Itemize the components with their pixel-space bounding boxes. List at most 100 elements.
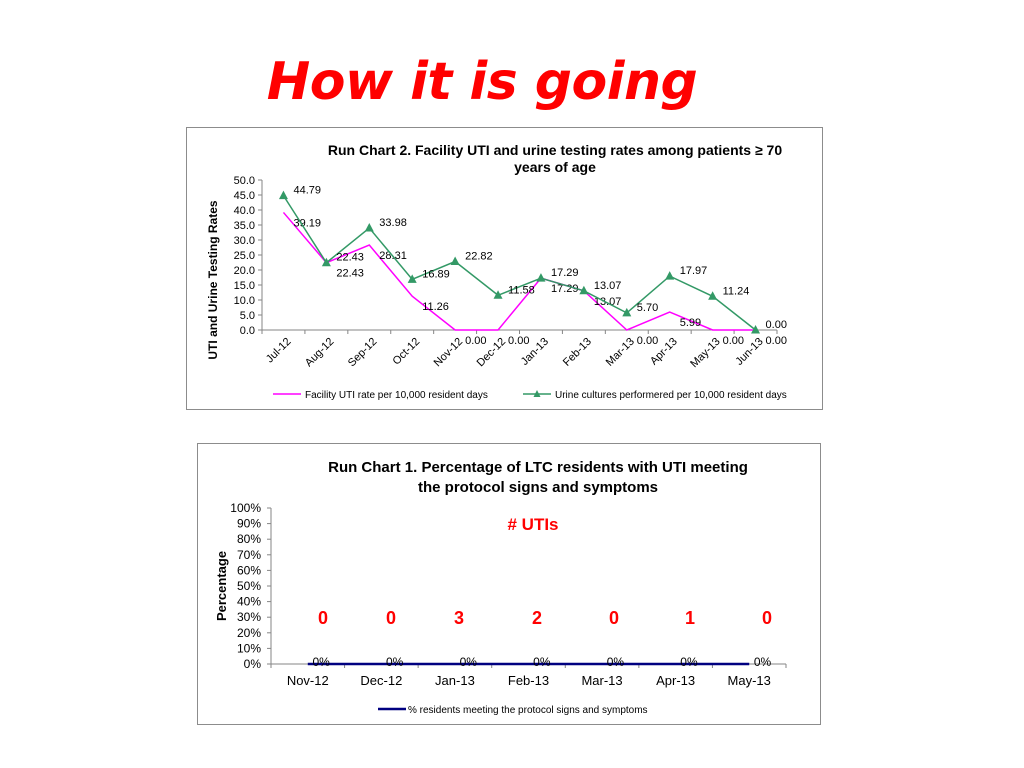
data-label: 0% — [386, 655, 404, 669]
y-tick-label: 10% — [237, 641, 261, 655]
data-label: 5.70 — [637, 302, 658, 314]
y-tick-label: 45.0 — [234, 190, 255, 202]
uti-count: 0 — [609, 608, 619, 628]
data-point-marker — [493, 290, 503, 299]
y-tick-label: 50% — [237, 579, 261, 593]
data-point-marker — [751, 325, 761, 334]
chart-title-line: the protocol signs and symptoms — [418, 479, 658, 496]
chart-title-line: Run Chart 1. Percentage of LTC residents… — [328, 459, 748, 476]
y-tick-label: 70% — [237, 548, 261, 562]
data-label: 44.79 — [293, 185, 321, 197]
y-tick-label: 50.0 — [234, 175, 255, 187]
run-chart-2-frame: Run Chart 2. Facility UTI and urine test… — [186, 127, 823, 410]
data-label: 5.99 — [680, 317, 701, 329]
data-label: 0% — [533, 655, 551, 669]
legend-label: Urine cultures performered per 10,000 re… — [555, 390, 787, 401]
data-label: 0.00 — [766, 335, 787, 347]
legend-label: % residents meeting the protocol signs a… — [408, 705, 648, 716]
y-tick-label: 20.0 — [234, 265, 255, 277]
y-tick-label: 60% — [237, 563, 261, 577]
data-point-marker — [579, 285, 589, 295]
data-label: 11.58 — [508, 284, 535, 296]
run-chart-1-frame: Run Chart 1. Percentage of LTC residents… — [197, 443, 821, 725]
y-tick-label: 40.0 — [234, 205, 255, 217]
data-point-marker — [450, 256, 460, 266]
y-tick-label: 20% — [237, 626, 261, 640]
x-tick-label: Dec-12 — [360, 673, 402, 688]
uti-count: 0 — [318, 608, 328, 628]
y-tick-label: 30.0 — [234, 235, 255, 247]
data-label: 0.00 — [723, 335, 744, 347]
x-tick-label: Mar-13 — [604, 336, 637, 369]
x-tick-label: May-13 — [688, 336, 722, 370]
data-label: 0.00 — [508, 335, 529, 347]
series-line — [282, 211, 756, 331]
uti-count: 2 — [532, 608, 542, 628]
data-label: 39.19 — [293, 217, 321, 229]
data-label: 22.43 — [336, 252, 364, 264]
data-label: 17.97 — [680, 265, 708, 277]
run-chart-1: Run Chart 1. Percentage of LTC residents… — [214, 459, 787, 716]
data-label: 22.43 — [336, 268, 364, 280]
x-tick-label: Jul-12 — [264, 336, 294, 366]
y-tick-label: 15.0 — [234, 280, 255, 292]
series-line — [282, 195, 757, 331]
data-label: 0% — [680, 655, 698, 669]
data-label: 22.82 — [465, 251, 493, 263]
data-point-marker — [708, 291, 718, 300]
x-tick-label: Apr-13 — [656, 673, 695, 688]
data-label: 17.29 — [551, 267, 579, 279]
y-tick-label: 10.0 — [234, 295, 255, 307]
legend-label: Facility UTI rate per 10,000 resident da… — [305, 390, 488, 401]
x-tick-label: Feb-13 — [508, 673, 549, 688]
slide-title: How it is going — [266, 52, 698, 112]
data-label: 17.29 — [551, 283, 579, 295]
x-tick-label: Aug-12 — [303, 336, 337, 370]
run-chart-2: Run Chart 2. Facility UTI and urine test… — [206, 142, 787, 401]
data-point-marker — [364, 223, 374, 232]
data-label: 11.24 — [723, 285, 750, 297]
x-tick-label: May-13 — [728, 673, 771, 688]
data-label: 0% — [607, 655, 625, 669]
data-label: 16.89 — [422, 268, 450, 280]
data-point-marker — [665, 271, 675, 280]
y-tick-label: 25.0 — [234, 250, 255, 262]
uti-count: 3 — [454, 608, 464, 628]
y-tick-label: 0% — [244, 657, 262, 671]
x-tick-label: Mar-13 — [581, 673, 622, 688]
data-point-marker — [321, 257, 331, 267]
legend-marker — [533, 390, 541, 397]
data-label: 0% — [312, 655, 330, 669]
data-label: 0% — [460, 655, 478, 669]
chart-title-line: Run Chart 2. Facility UTI and urine test… — [328, 142, 782, 158]
y-tick-label: 90% — [237, 517, 261, 531]
x-tick-label: Sep-12 — [346, 336, 380, 370]
data-point-marker — [278, 190, 288, 200]
y-tick-label: 35.0 — [234, 220, 255, 232]
y-tick-label: 80% — [237, 532, 261, 546]
data-label: 0.00 — [637, 335, 658, 347]
data-label: 0.00 — [465, 335, 486, 347]
data-label: 11.26 — [422, 301, 449, 313]
y-tick-label: 5.0 — [240, 310, 255, 322]
x-tick-label: Nov-12 — [432, 336, 466, 370]
uti-count-heading: # UTIs — [507, 515, 558, 534]
y-tick-label: 40% — [237, 595, 261, 609]
uti-count: 0 — [386, 608, 396, 628]
data-label: 0% — [754, 655, 772, 669]
uti-count: 0 — [762, 608, 772, 628]
x-tick-label: Nov-12 — [287, 673, 329, 688]
chart-title-line: years of age — [514, 159, 596, 175]
data-point-marker — [536, 273, 546, 282]
y-tick-label: 30% — [237, 610, 261, 624]
y-axis-label: Percentage — [214, 551, 229, 621]
y-axis-label: UTI and Urine Testing Rates — [206, 200, 220, 359]
y-tick-label: 100% — [230, 501, 261, 515]
x-tick-label: Oct-12 — [390, 336, 422, 368]
data-label: 13.07 — [594, 280, 622, 292]
uti-count: 1 — [685, 608, 695, 628]
data-point-marker — [622, 307, 632, 317]
data-label: 0.00 — [766, 319, 787, 331]
y-tick-label: 0.0 — [240, 325, 255, 337]
x-tick-label: Feb-13 — [561, 336, 594, 369]
